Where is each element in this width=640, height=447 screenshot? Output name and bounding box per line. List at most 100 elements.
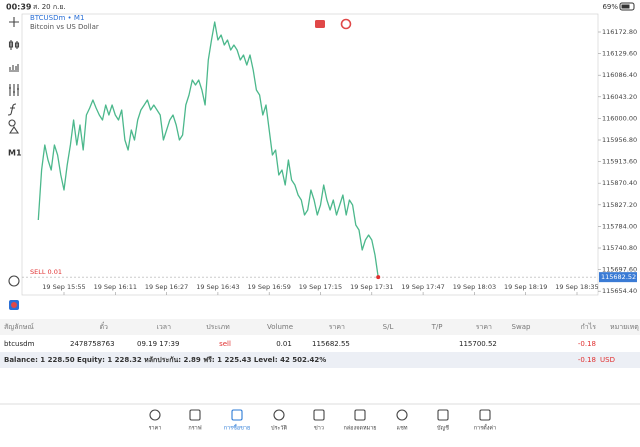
objects-tool[interactable] bbox=[8, 119, 20, 134]
nav-label: ประวัติ bbox=[271, 425, 287, 432]
y-tick-label: 115827.20 bbox=[602, 201, 637, 209]
nav-item[interactable]: บัญชี bbox=[437, 409, 449, 432]
left-toolbar: M1 bbox=[7, 17, 22, 310]
chart-subtitle: Bitcoin vs US Dollar bbox=[30, 23, 99, 31]
y-tick-label: 116172.80 bbox=[602, 28, 637, 36]
x-tick-label: 19 Sep 16:59 bbox=[248, 283, 291, 291]
x-tick-label: 19 Sep 16:43 bbox=[196, 283, 239, 291]
x-tick-label: 19 Sep 17:31 bbox=[350, 283, 393, 291]
column-header: Swap bbox=[512, 323, 531, 331]
table-header-bg bbox=[0, 319, 640, 335]
column-header: สัญลักษณ์ bbox=[4, 323, 34, 331]
zoom-tool[interactable] bbox=[8, 275, 20, 287]
nav-item[interactable]: ข่าว bbox=[313, 409, 325, 432]
indicator-tool[interactable] bbox=[8, 40, 20, 50]
trade-button[interactable] bbox=[315, 20, 325, 28]
timeframe[interactable]: M1 bbox=[8, 149, 22, 158]
summary-bg bbox=[0, 352, 640, 368]
column-header: T/P bbox=[431, 323, 443, 331]
table-cell[interactable]: 115682.55 bbox=[312, 340, 350, 348]
summary-profit: -0.18 bbox=[578, 356, 596, 364]
nav-item[interactable]: ประวัติ bbox=[271, 409, 287, 432]
nav-icon bbox=[313, 409, 325, 421]
table-cell[interactable]: 0.01 bbox=[276, 340, 292, 348]
nav-label: แชท bbox=[397, 425, 408, 432]
function-tool[interactable] bbox=[7, 103, 17, 116]
x-tick-label: 19 Sep 16:11 bbox=[94, 283, 137, 291]
table-cell[interactable]: -0.18 bbox=[578, 340, 596, 348]
nav-label: บัญชี bbox=[437, 425, 449, 432]
nav-icon bbox=[437, 409, 449, 421]
column-header: ราคา bbox=[476, 323, 492, 331]
y-tick-label: 116129.60 bbox=[602, 50, 637, 58]
nav-item[interactable]: กราฟ bbox=[188, 409, 202, 432]
battery-level bbox=[621, 4, 630, 9]
nav-icon bbox=[354, 409, 366, 421]
x-tick-label: 19 Sep 17:15 bbox=[299, 283, 342, 291]
nav-label: ข่าว bbox=[314, 426, 324, 432]
nav-label: กราฟ bbox=[188, 425, 201, 432]
nav-label: กล่องจดหมาย bbox=[343, 426, 376, 432]
nav-icon bbox=[396, 409, 408, 421]
bottom-nav: ราคา กราฟ การซื้อขาย ประวัติ ข่าว กล่องจดหมาย… bbox=[149, 409, 496, 432]
y-tick-label: 115956.80 bbox=[602, 136, 637, 144]
status-time: 00:39 bbox=[6, 3, 32, 12]
nav-item[interactable]: กล่องจดหมาย bbox=[343, 409, 377, 432]
status-date: ส. 20 ก.ย. bbox=[33, 3, 66, 11]
chart: 116172.80 116129.60 116086.40 116043.20 1160… bbox=[22, 21, 637, 295]
table-cell[interactable]: 2478758763 bbox=[70, 340, 115, 348]
nav-item[interactable]: ราคา bbox=[149, 409, 162, 432]
column-header: หมายเหตุ bbox=[610, 323, 639, 331]
y-tick-label: 116000.00 bbox=[602, 114, 637, 122]
chart-title: BTCUSDm • M1 bbox=[30, 14, 84, 22]
chart-frame bbox=[21, 13, 599, 296]
y-tick-label: 115870.40 bbox=[602, 179, 637, 187]
bars-tool[interactable] bbox=[9, 64, 19, 72]
table-cell[interactable]: 115700.52 bbox=[459, 340, 497, 348]
settings-tool[interactable] bbox=[9, 84, 19, 96]
nav-item[interactable]: การซื้อขาย bbox=[224, 409, 250, 432]
nav-icon bbox=[231, 409, 243, 421]
nav-icon bbox=[273, 409, 285, 421]
y-tick-label: 115740.80 bbox=[602, 244, 637, 252]
table-cell[interactable]: 09.19 17:39 bbox=[137, 340, 179, 348]
nav-label: การตั้งค่า bbox=[474, 424, 496, 432]
one-click-button[interactable] bbox=[340, 18, 352, 30]
last-point bbox=[376, 275, 381, 280]
y-tick-label: 115654.40 bbox=[602, 287, 637, 295]
y-tick-label: 115913.60 bbox=[602, 158, 637, 166]
nav-label: การซื้อขาย bbox=[224, 424, 250, 432]
column-header: ราคา bbox=[329, 323, 345, 331]
y-tick-label: 115784.00 bbox=[602, 222, 637, 230]
y-tick-label: 115697.60 bbox=[602, 266, 637, 274]
summary-text: Balance: 1 228.50 Equity: 1 228.32 หลักป… bbox=[4, 356, 326, 364]
x-tick-label: 19 Sep 15:55 bbox=[42, 283, 85, 291]
table-cell[interactable]: sell bbox=[219, 340, 231, 348]
nav-icon bbox=[149, 409, 161, 421]
x-tick-label: 19 Sep 18:19 bbox=[504, 283, 547, 291]
battery-icon bbox=[619, 2, 635, 11]
column-header: Volume bbox=[267, 323, 293, 331]
summary-currency: USD bbox=[600, 356, 615, 364]
nav-item[interactable]: แชท bbox=[396, 409, 408, 432]
app-icon-dot bbox=[11, 302, 17, 308]
nav-icon bbox=[189, 409, 201, 421]
x-tick-label: 19 Sep 16:27 bbox=[145, 283, 188, 291]
x-tick-label: 19 Sep 17:47 bbox=[401, 283, 444, 291]
positions-table: สัญลักษณ์ ตั๋ว เวลา ประเภท Volume ราคา S/L T/P ร… bbox=[4, 322, 639, 348]
x-tick-label: 19 Sep 18:03 bbox=[453, 283, 496, 291]
nav-icon bbox=[479, 409, 491, 421]
table-cell[interactable]: btcusdm bbox=[4, 340, 35, 348]
column-header: S/L bbox=[383, 323, 394, 331]
y-tick-label: 116086.40 bbox=[602, 71, 637, 79]
column-header: กำไร bbox=[581, 322, 597, 331]
last-price-label: 115682.52 bbox=[601, 273, 636, 281]
x-tick-label: 19 Sep 18:35 bbox=[555, 283, 598, 291]
nav-item[interactable]: การตั้งค่า bbox=[474, 409, 496, 432]
crosshair-tool[interactable] bbox=[9, 17, 19, 27]
column-header: ตั๋ว bbox=[100, 322, 109, 331]
column-header: ประเภท bbox=[206, 323, 230, 331]
price-line bbox=[37, 21, 379, 278]
nav-label: ราคา bbox=[149, 426, 162, 432]
